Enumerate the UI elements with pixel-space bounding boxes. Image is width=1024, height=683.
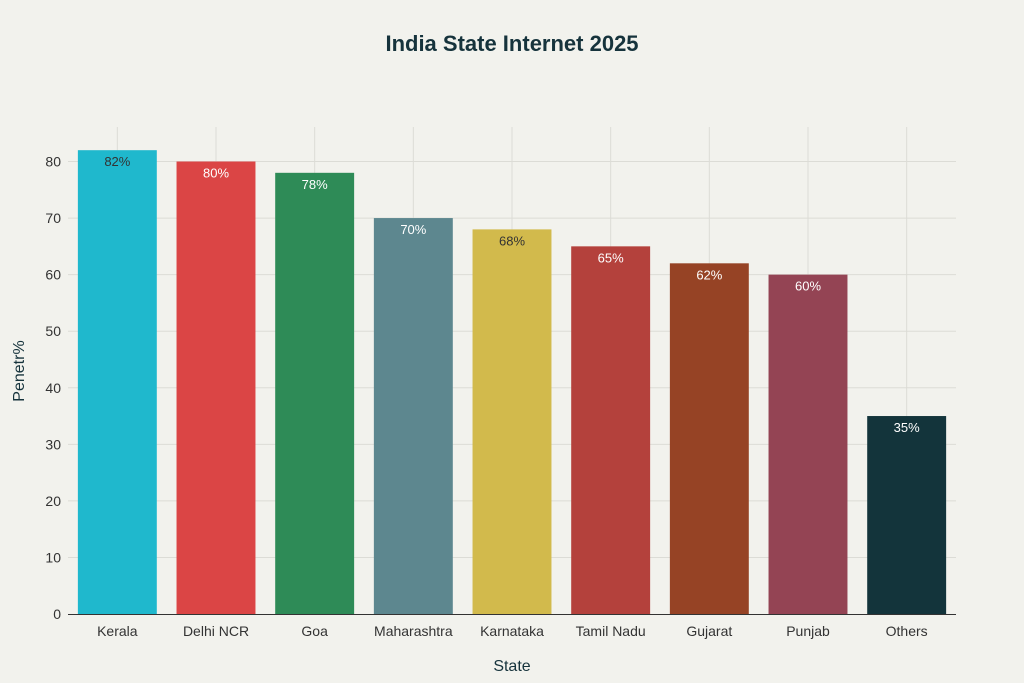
y-tick-label: 70 bbox=[45, 210, 61, 226]
bar bbox=[77, 150, 157, 614]
x-tick-label: Delhi NCR bbox=[183, 623, 249, 639]
bar-data-label: 65% bbox=[598, 250, 624, 265]
y-tick-label: 30 bbox=[45, 436, 61, 452]
y-axis-title: Penetr% bbox=[11, 340, 28, 401]
x-tick-label: Gujarat bbox=[686, 623, 732, 639]
bar bbox=[768, 274, 848, 614]
x-tick-label: Others bbox=[886, 623, 928, 639]
bar bbox=[176, 161, 256, 614]
y-tick-label: 50 bbox=[45, 323, 61, 339]
bar bbox=[472, 229, 552, 614]
bar-data-label: 62% bbox=[696, 267, 722, 282]
chart-title: India State Internet 2025 bbox=[385, 31, 638, 56]
bar bbox=[867, 416, 947, 614]
bar bbox=[373, 218, 453, 614]
y-tick-label: 60 bbox=[45, 267, 61, 283]
x-tick-label: Goa bbox=[301, 623, 328, 639]
x-axis-ticks: Kerala Delhi NCR Goa Maharashtra Karnataka Ta… bbox=[97, 623, 928, 639]
x-axis-title: State bbox=[493, 658, 530, 675]
x-tick-label: Karnataka bbox=[480, 623, 544, 639]
bars: 82% 80% 78% 70% 68% 65% 62% 60% 35% bbox=[77, 150, 947, 614]
bar bbox=[669, 263, 749, 614]
x-tick-label: Maharashtra bbox=[374, 623, 453, 639]
bar-data-label: 80% bbox=[203, 166, 229, 181]
bar-data-label: 35% bbox=[894, 420, 920, 435]
bar bbox=[275, 172, 355, 614]
bar-data-label: 60% bbox=[795, 279, 821, 294]
bar-data-label: 78% bbox=[302, 177, 328, 192]
y-tick-label: 10 bbox=[45, 549, 61, 565]
y-tick-label: 80 bbox=[45, 154, 61, 170]
bar-data-label: 82% bbox=[104, 154, 130, 169]
y-tick-label: 0 bbox=[53, 606, 61, 622]
x-tick-label: Punjab bbox=[786, 623, 830, 639]
bar-data-label: 70% bbox=[400, 222, 426, 237]
y-axis-ticks: 0 10 20 30 40 50 60 70 80 bbox=[45, 154, 61, 623]
bar bbox=[571, 246, 651, 614]
y-tick-label: 40 bbox=[45, 380, 61, 396]
x-tick-label: Kerala bbox=[97, 623, 138, 639]
y-tick-label: 20 bbox=[45, 493, 61, 509]
bar-data-label: 68% bbox=[499, 233, 525, 248]
x-tick-label: Tamil Nadu bbox=[576, 623, 646, 639]
